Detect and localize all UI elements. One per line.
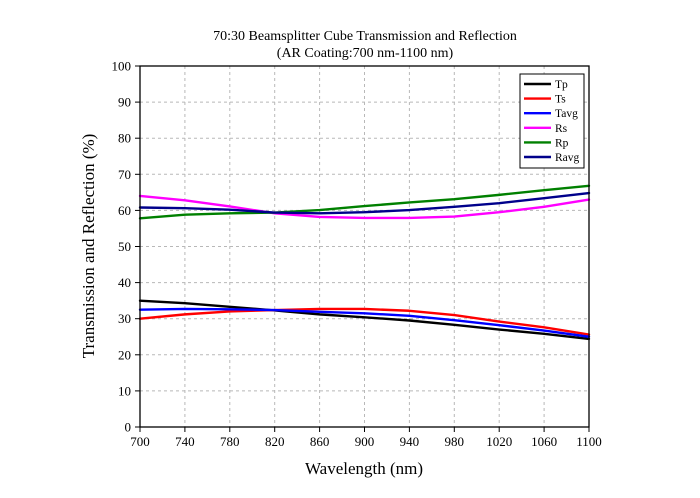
legend-label-ts: Ts: [555, 94, 566, 106]
series-line-rs: [138, 194, 591, 220]
chart-title: 70:30 Beamsplitter Cube Transmission and…: [213, 29, 517, 44]
series-line-ts: [138, 307, 591, 336]
x-tick-label: 780: [220, 434, 240, 449]
x-tick-label: 1100: [576, 434, 602, 449]
y-tick-label: 80: [118, 131, 131, 146]
series-line-ravg: [138, 191, 591, 215]
legend-label-rs: Rs: [555, 123, 568, 135]
grid: [140, 66, 589, 427]
x-tick-label: 820: [265, 434, 285, 449]
legend-label-tavg: Tavg: [555, 108, 578, 120]
series-lines: [138, 184, 591, 341]
x-tick-label: 1020: [486, 434, 512, 449]
legend-label-rp: Rp: [555, 137, 569, 149]
x-tick-label: 860: [310, 434, 330, 449]
y-tick-label: 100: [112, 59, 132, 74]
y-tick-label: 20: [118, 347, 131, 362]
x-tick-label: 740: [175, 434, 195, 449]
x-tick-label: 1060: [531, 434, 557, 449]
legend: Tp Ts Tavg Rs Rp Ravg: [519, 73, 585, 169]
series-line-rp: [138, 184, 591, 220]
y-axis-ticks: 0 10 20 30 40 50 60 70 80 90 100: [112, 59, 140, 435]
chart-subtitle: (AR Coating:700 nm-1100 nm): [277, 46, 454, 61]
x-tick-label: 980: [445, 434, 465, 449]
y-tick-label: 30: [118, 311, 131, 326]
y-tick-label: 70: [118, 167, 131, 182]
x-tick-label: 700: [130, 434, 150, 449]
series-line-tp: [138, 299, 591, 341]
y-tick-label: 50: [118, 239, 131, 254]
x-tick-label: 900: [355, 434, 375, 449]
y-tick-label: 90: [118, 95, 131, 110]
legend-label-tp: Tp: [555, 79, 568, 91]
legend-label-ravg: Ravg: [555, 152, 580, 164]
y-tick-label: 60: [118, 203, 131, 218]
x-axis-label: Wavelength (nm): [305, 459, 423, 478]
y-tick-label: 40: [118, 275, 131, 290]
y-tick-label: 0: [125, 420, 132, 435]
legend-box: [519, 73, 585, 169]
y-tick-label: 10: [118, 383, 131, 398]
x-axis-ticks: 700 740 780 820 860 900 940 980 1020 1060 1100: [130, 427, 602, 449]
series-line-tavg: [138, 307, 591, 338]
x-tick-label: 940: [400, 434, 420, 449]
y-axis-label: Transmission and Reflection (%): [79, 134, 98, 359]
